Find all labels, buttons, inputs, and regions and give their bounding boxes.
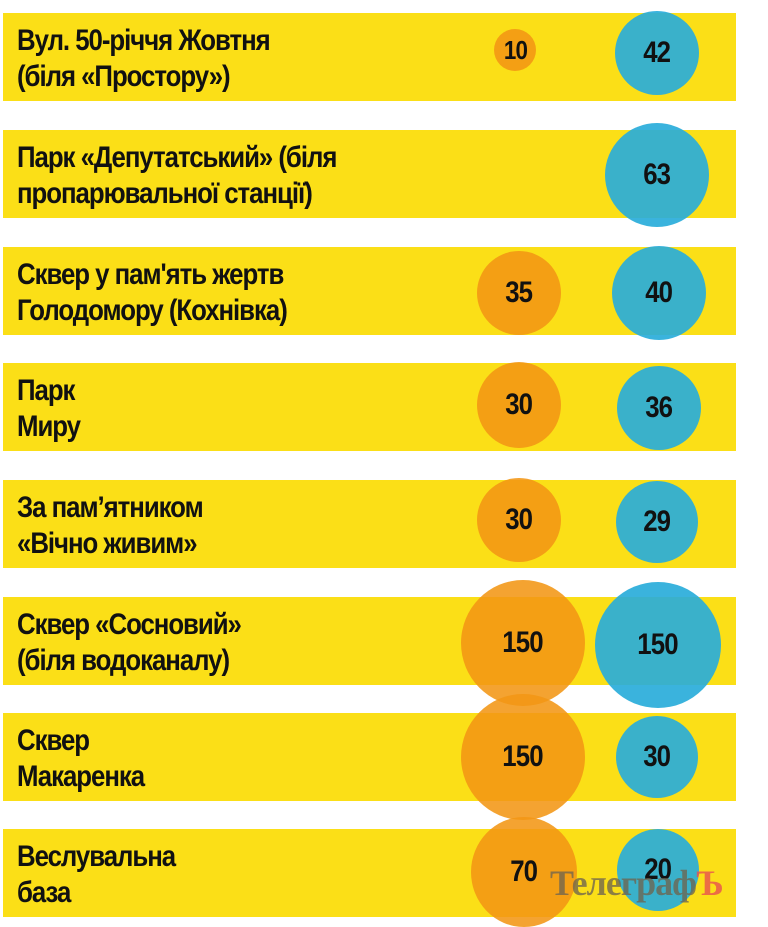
row-label-line2: пропарювальної станції) (17, 177, 313, 210)
row-bar: Веслувальна база (3, 829, 736, 917)
row-label-line2: (біля водоканалу) (17, 644, 230, 677)
row-label: Вул. 50-річчя Жовтня (біля «Простору») (17, 23, 271, 95)
row-label-line1: Сквер у пам'ять жертв (17, 258, 284, 291)
bubble-teal: 42 (615, 11, 699, 95)
row-label: Сквер «Сосновий» (біля водоканалу) (17, 607, 242, 679)
bubble-teal: 20 (617, 829, 699, 911)
bubble-orange: 150 (461, 580, 585, 706)
row-label: Парк «Депутатський» (біля пропарювальної… (17, 140, 337, 212)
row-label: За пам’ятником «Вічно живим» (17, 490, 204, 562)
watermark-logo: ТелеграфЪ (550, 862, 724, 904)
bubble-teal: 36 (617, 366, 701, 450)
row-label: Сквер Макаренка (17, 723, 145, 795)
watermark-text: Телеграф (550, 863, 697, 903)
row-label-line1: Сквер «Сосновий» (17, 608, 242, 641)
row-label-line1: Вул. 50-річчя Жовтня (17, 24, 271, 57)
row-label-line2: Миру (17, 410, 81, 443)
bubble-orange: 30 (477, 478, 561, 562)
row-label-line1: Парк «Депутатський» (біля (17, 141, 337, 174)
bubble-teal: 40 (612, 246, 706, 340)
row-label-line1: Парк (17, 374, 75, 407)
row-label-line1: За пам’ятником (17, 491, 204, 524)
row-label: Парк Миру (17, 373, 81, 445)
row-label-line2: «Вічно живим» (17, 527, 198, 560)
bubble-teal: 30 (616, 716, 698, 798)
row-label: Веслувальна база (17, 839, 176, 911)
row-label-line2: Макаренка (17, 760, 145, 793)
row-label: Сквер у пам'ять жертв Голодомору (Кохнів… (17, 257, 288, 329)
bubble-orange: 30 (477, 362, 561, 448)
bubble-teal: 63 (605, 123, 709, 227)
row-label-line1: Сквер (17, 724, 90, 757)
bubble-orange: 35 (477, 251, 561, 335)
row-bar: Вул. 50-річчя Жовтня (біля «Простору») (3, 13, 736, 101)
row-label-line2: база (17, 876, 71, 909)
row-label-line1: Веслувальна (17, 840, 176, 873)
row-label-line2: (біля «Простору») (17, 60, 231, 93)
row-bar: Сквер Макаренка (3, 713, 736, 801)
row-bar: За пам’ятником «Вічно живим» (3, 480, 736, 568)
bubble-orange: 70 (471, 817, 577, 927)
bubble-orange: 10 (494, 29, 536, 71)
watermark-last-letter: Ъ (696, 863, 724, 903)
bubble-teal: 29 (616, 481, 698, 563)
bubble-teal: 150 (595, 582, 721, 708)
row-bar: Парк Миру (3, 363, 736, 451)
row-label-line2: Голодомору (Кохнівка) (17, 294, 288, 327)
bubble-orange: 150 (461, 694, 585, 820)
